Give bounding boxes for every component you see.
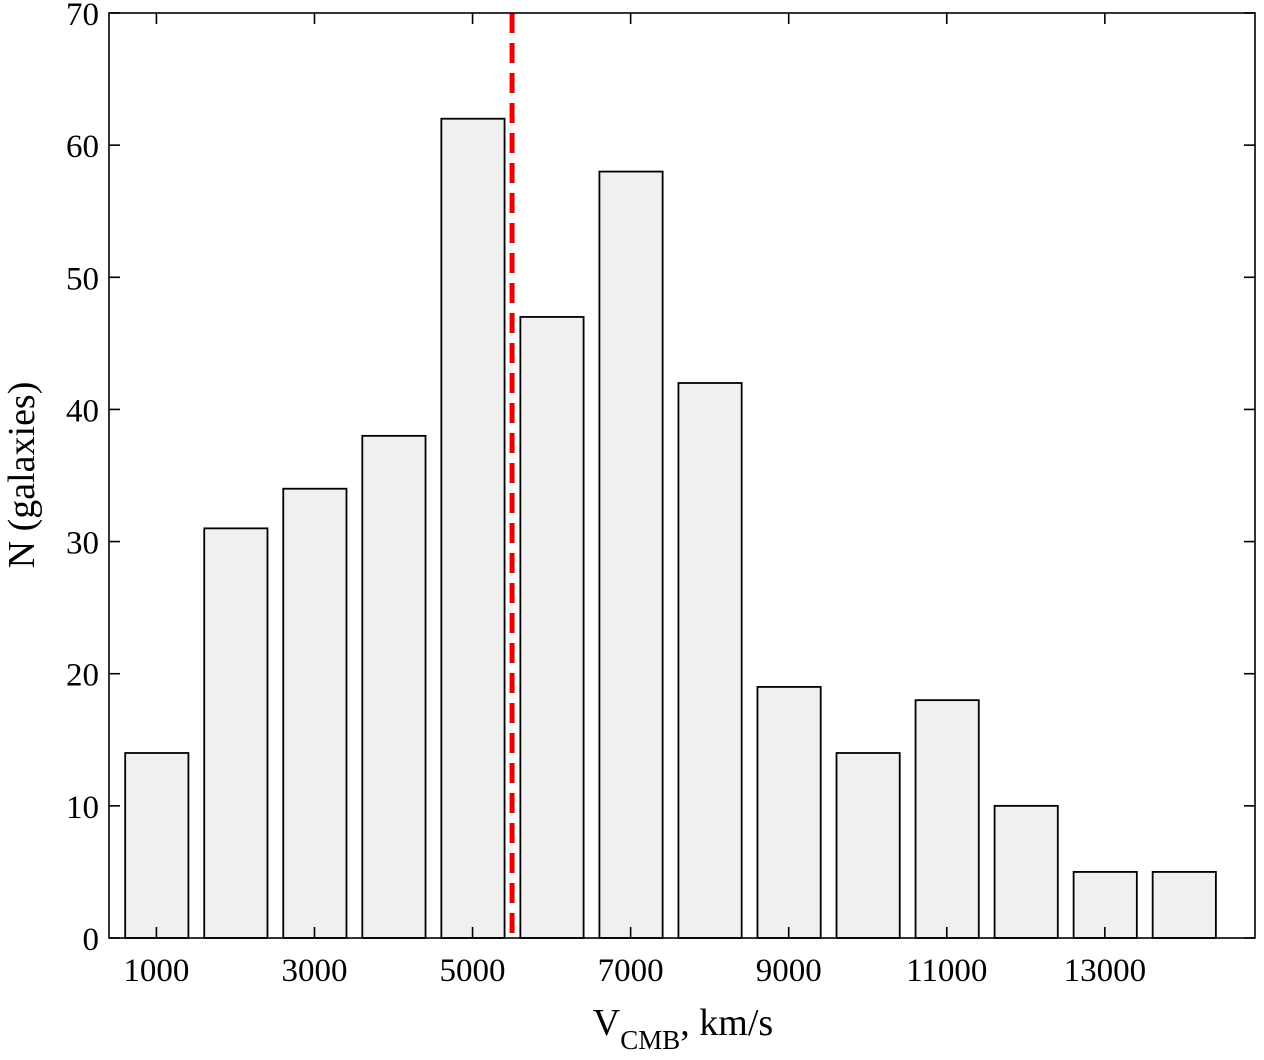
x-tick-label: 9000 — [756, 953, 822, 989]
x-axis-label-subscript: CMB — [620, 1025, 680, 1055]
y-tick-label: 60 — [66, 129, 99, 165]
bar — [361, 434, 427, 939]
plot-frame — [108, 12, 1256, 939]
tick-labels-group: 0 10 20 30 40 50 60 70 1000 3000 5000 7000 9000 11000… — [66, 0, 1146, 989]
x-tick-label: 5000 — [440, 953, 506, 989]
y-tick-label: 0 — [83, 922, 100, 958]
y-tick-label: 70 — [66, 0, 99, 33]
bar — [756, 686, 822, 939]
bar — [519, 316, 585, 939]
x-axis-label: VCMB, km/s — [593, 1002, 773, 1055]
bar — [124, 752, 190, 939]
bar — [1151, 871, 1217, 939]
x-axis-label-main: V — [593, 1002, 621, 1044]
bar — [993, 804, 1059, 939]
bar — [598, 170, 664, 939]
x-tick-label: 7000 — [598, 953, 664, 989]
bar — [835, 752, 901, 939]
bar — [203, 527, 269, 939]
y-axis-label: N (galaxies) — [1, 382, 43, 569]
y-tick-label: 50 — [66, 261, 99, 297]
bar — [1072, 871, 1138, 939]
x-tick-label: 11000 — [906, 953, 987, 989]
y-tick-label: 10 — [66, 790, 99, 826]
y-tick-label: 30 — [66, 526, 99, 562]
y-tick-label: 20 — [66, 658, 99, 694]
bars-group — [124, 117, 1217, 939]
bar — [282, 487, 348, 939]
bar — [440, 117, 506, 939]
x-axis-label-units: , km/s — [680, 1002, 773, 1044]
y-tick-label: 40 — [66, 393, 99, 429]
bar — [914, 699, 980, 939]
bar — [677, 382, 743, 939]
x-tick-label: 13000 — [1064, 953, 1147, 989]
x-tick-label: 3000 — [281, 953, 347, 989]
x-tick-label: 1000 — [123, 953, 189, 989]
axis-ticks-group — [109, 12, 1255, 939]
